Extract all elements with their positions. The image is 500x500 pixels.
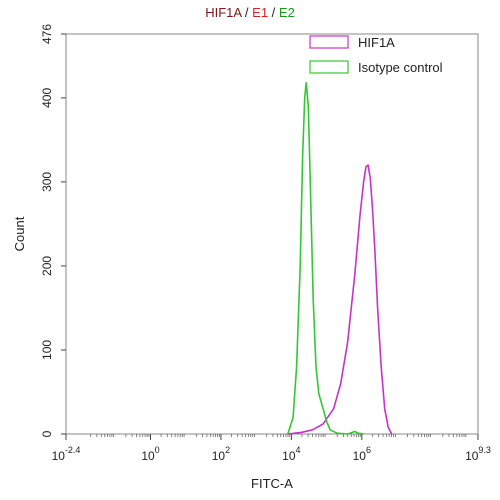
chart-title-text: HIF1A / E1 / E2 <box>205 5 295 20</box>
x-tick-base: 10 <box>353 449 367 463</box>
legend-swatch <box>309 60 349 74</box>
x-tick-exponent: 9.3 <box>478 445 491 455</box>
y-tick-label: 476 <box>40 24 54 44</box>
y-tick-label: 0 <box>40 430 54 437</box>
x-tick-exponent: -2.4 <box>65 445 81 455</box>
y-tick-label: 100 <box>40 340 54 360</box>
chart-title: HIF1A / E1 / E2 <box>205 5 295 20</box>
x-tick-base: 10 <box>465 449 479 463</box>
x-tick-exponent: 2 <box>225 445 230 455</box>
legend: HIF1A Isotype control <box>309 35 443 75</box>
title-part-3: / <box>268 5 279 20</box>
y-axis: 0 100 200 300 400 476 <box>40 24 66 437</box>
y-tick-label: 300 <box>40 172 54 192</box>
x-tick-base: 10 <box>52 449 66 463</box>
series-lines <box>287 81 393 435</box>
plot-area <box>65 33 479 435</box>
title-part-0: HIF1A <box>205 5 242 20</box>
title-part-4: E2 <box>279 5 295 20</box>
legend-label: Isotype control <box>358 60 443 75</box>
y-tick-label: 200 <box>40 256 54 276</box>
x-tick-label: 102 <box>212 445 230 463</box>
x-tick-base: 10 <box>141 449 155 463</box>
x-tick-base: 10 <box>212 449 226 463</box>
y-tick-label: 400 <box>40 88 54 108</box>
x-tick-label: 109.3 <box>465 445 491 463</box>
title-part-1: / <box>241 5 252 20</box>
x-tick-label: 10-2.4 <box>52 445 81 463</box>
y-axis-label: Count <box>12 216 27 251</box>
legend-label: HIF1A <box>358 35 395 50</box>
x-tick-label: 100 <box>141 445 159 463</box>
x-axis-label: FITC-A <box>251 476 293 491</box>
x-axis: 10-2.4 100 102 104 106 109.3 <box>52 434 491 463</box>
legend-swatch <box>309 35 349 49</box>
x-tick-exponent: 4 <box>296 445 301 455</box>
title-part-2: E1 <box>252 5 268 20</box>
x-tick-label: 104 <box>282 445 300 463</box>
series-line-hif1a <box>287 164 393 435</box>
x-tick-exponent: 0 <box>155 445 160 455</box>
x-tick-label: 106 <box>353 445 371 463</box>
x-tick-base: 10 <box>282 449 296 463</box>
x-tick-exponent: 6 <box>366 445 371 455</box>
series-line-isotype-control <box>287 81 364 435</box>
